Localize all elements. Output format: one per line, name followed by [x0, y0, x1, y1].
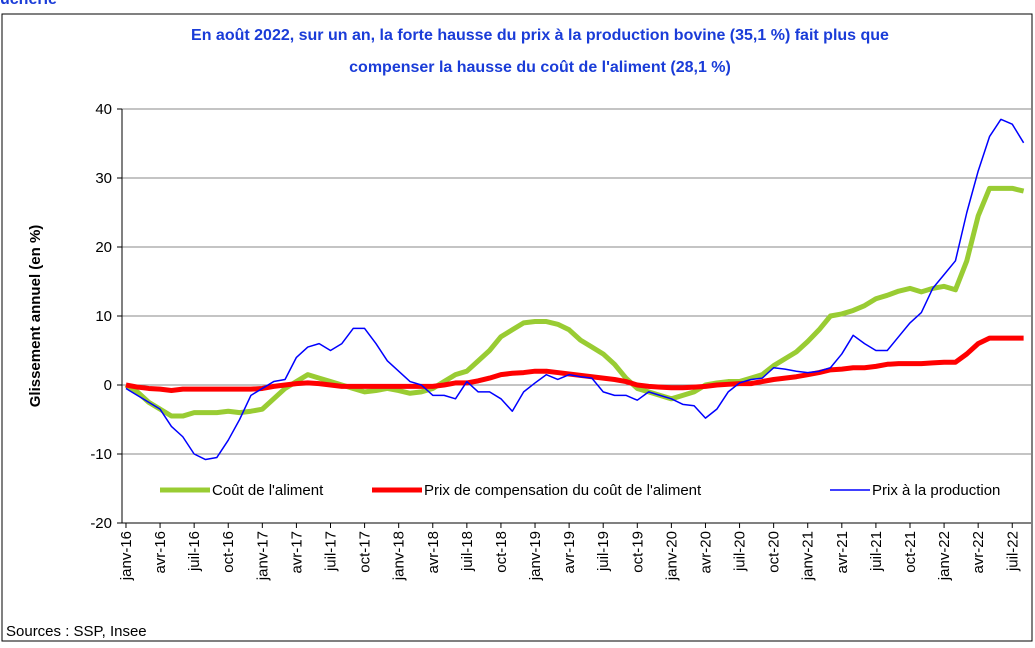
x-tick-label: avr-18	[425, 531, 442, 574]
x-tick-label: janv-16	[118, 531, 135, 581]
y-tick-label: 40	[95, 101, 112, 118]
series-line	[125, 118, 1025, 461]
legend-label: Coût de l'aliment	[212, 482, 324, 499]
x-tick-label: avr-20	[697, 531, 714, 574]
x-tick-label: avr-16	[152, 531, 169, 574]
x-tick-label: juil-16	[186, 531, 203, 572]
x-tick-label: avr-22	[970, 531, 987, 574]
x-tick-label: janv-18	[391, 531, 408, 581]
x-tick-label: juil-22	[1004, 531, 1021, 572]
y-tick-label: 0	[104, 377, 112, 394]
x-tick-label: janv-19	[527, 531, 544, 581]
x-tick-label: oct-17	[357, 531, 374, 573]
x-tick-label: janv-17	[254, 531, 271, 581]
y-tick-label: 30	[95, 170, 112, 187]
x-tick-label: avr-17	[288, 531, 305, 574]
y-tick-label: 20	[95, 239, 112, 256]
x-tick-label: avr-21	[834, 531, 851, 574]
y-axis-label: Glissement annuel (en %)	[27, 225, 44, 408]
x-tick-label: juil-17	[323, 531, 340, 572]
x-tick-label: janv-21	[800, 531, 817, 581]
x-tick-label: oct-19	[629, 531, 646, 573]
chart-title: En août 2022, sur un an, la forte hausse…	[191, 27, 889, 44]
series-line	[124, 185, 1025, 419]
x-tick-label: oct-18	[493, 531, 510, 573]
source: Sources : SSP, Insee	[6, 623, 147, 640]
y-tick-label: 10	[95, 308, 112, 325]
x-tick-label: juil-20	[732, 531, 749, 572]
x-tick-label: juil-19	[595, 531, 612, 572]
x-tick-label: juil-21	[868, 531, 885, 572]
x-tick-label: juil-18	[459, 531, 476, 572]
header: ucherie	[0, 0, 57, 8]
x-tick-label: oct-20	[766, 531, 783, 573]
x-tick-label: oct-21	[902, 531, 919, 573]
legend-label: Prix à la production	[872, 482, 1000, 499]
x-tick-label: janv-22	[936, 531, 953, 581]
y-tick-label: -10	[90, 446, 112, 463]
chart-title: compenser la hausse du coût de l'aliment…	[349, 59, 731, 76]
x-tick-label: janv-20	[663, 531, 680, 581]
series-line	[125, 335, 1024, 394]
y-tick-label: -20	[90, 515, 112, 532]
x-tick-label: avr-19	[561, 531, 578, 574]
x-tick-label: oct-16	[220, 531, 237, 573]
legend-label: Prix de compensation du coût de l'alimen…	[424, 482, 702, 499]
